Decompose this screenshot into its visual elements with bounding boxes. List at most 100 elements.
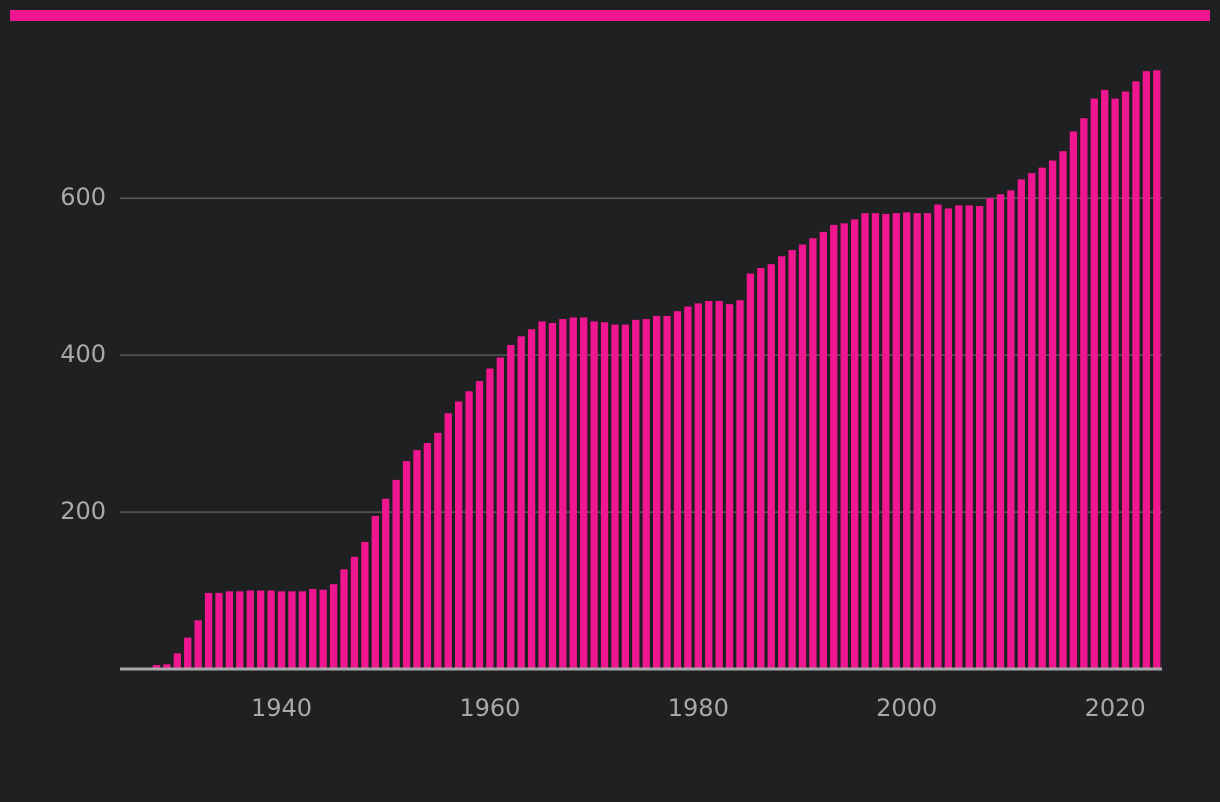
bar <box>288 591 296 669</box>
bar <box>736 300 744 669</box>
bar <box>965 205 973 670</box>
bar <box>350 556 359 669</box>
bar <box>204 592 213 669</box>
bar <box>507 344 515 669</box>
bar <box>882 213 890 669</box>
bar <box>475 381 484 669</box>
bar <box>1048 160 1057 670</box>
bar <box>496 357 504 669</box>
bar <box>663 315 671 669</box>
bar <box>1132 81 1140 670</box>
bar <box>632 319 640 669</box>
bar <box>1038 167 1046 669</box>
bar <box>923 213 932 669</box>
bar <box>798 244 807 669</box>
bar <box>778 256 786 669</box>
bar <box>590 321 598 669</box>
bar <box>913 213 921 669</box>
bar <box>600 322 609 669</box>
bar <box>1028 173 1036 669</box>
bar <box>382 498 390 669</box>
bar <box>944 208 953 669</box>
bar <box>1080 118 1088 669</box>
bar <box>413 450 421 669</box>
bar <box>746 273 755 669</box>
y-tick-label: 200 <box>60 497 106 525</box>
bar <box>319 589 327 669</box>
bar <box>184 637 192 669</box>
bar <box>788 250 796 669</box>
bar <box>830 224 838 669</box>
bar <box>225 591 234 669</box>
bar <box>173 653 181 669</box>
bar <box>840 223 848 670</box>
bar <box>340 569 348 669</box>
bar <box>444 413 452 669</box>
bar <box>277 591 286 669</box>
bar <box>684 306 692 669</box>
bar <box>694 303 702 669</box>
bar <box>298 591 306 669</box>
bar <box>611 324 619 669</box>
bar <box>1059 151 1067 670</box>
bar <box>517 336 525 669</box>
top-bar <box>10 10 1210 21</box>
bar <box>819 231 827 669</box>
bar <box>621 324 630 669</box>
x-tick-label: 2000 <box>876 694 937 722</box>
bar <box>538 321 546 669</box>
bar <box>527 329 536 669</box>
bar <box>871 213 880 669</box>
bar <box>1121 91 1130 670</box>
y-tick-label: 600 <box>60 183 106 211</box>
x-tick-label: 2020 <box>1085 694 1146 722</box>
bar <box>1153 70 1161 670</box>
bar <box>361 541 369 669</box>
bar <box>1069 131 1078 670</box>
bar <box>580 317 588 669</box>
bar <box>371 516 379 669</box>
x-tick-label: 1940 <box>251 694 312 722</box>
bar <box>486 368 494 669</box>
bar <box>246 590 254 669</box>
bar <box>1142 71 1151 670</box>
bar <box>465 391 473 669</box>
bar <box>757 268 765 669</box>
bar <box>152 665 161 669</box>
bar <box>329 584 338 669</box>
bar <box>892 213 900 669</box>
bar <box>455 401 463 669</box>
y-tick-label: 400 <box>60 340 106 368</box>
bar <box>850 219 859 669</box>
bar <box>1007 190 1015 669</box>
bar <box>1101 89 1109 669</box>
bar <box>996 194 1005 670</box>
bar <box>705 301 713 669</box>
bar <box>652 315 661 669</box>
bar <box>1090 98 1098 670</box>
bar <box>215 592 223 669</box>
bar <box>861 213 869 669</box>
bar <box>715 301 723 669</box>
bar <box>194 620 202 669</box>
x-tick-label: 1980 <box>668 694 729 722</box>
bar <box>955 205 963 670</box>
bar <box>569 317 577 669</box>
bar <box>986 198 994 669</box>
bar <box>423 443 432 669</box>
bar <box>1111 98 1119 670</box>
bar <box>163 664 171 669</box>
bar <box>559 319 567 669</box>
x-tick-label: 1960 <box>459 694 520 722</box>
bar <box>392 479 400 669</box>
bar <box>548 322 557 669</box>
bar <box>402 461 411 669</box>
bar <box>642 319 650 669</box>
bar <box>236 591 244 669</box>
bar <box>257 590 265 669</box>
bar <box>767 264 775 669</box>
bar <box>434 432 442 669</box>
bar <box>903 212 911 669</box>
